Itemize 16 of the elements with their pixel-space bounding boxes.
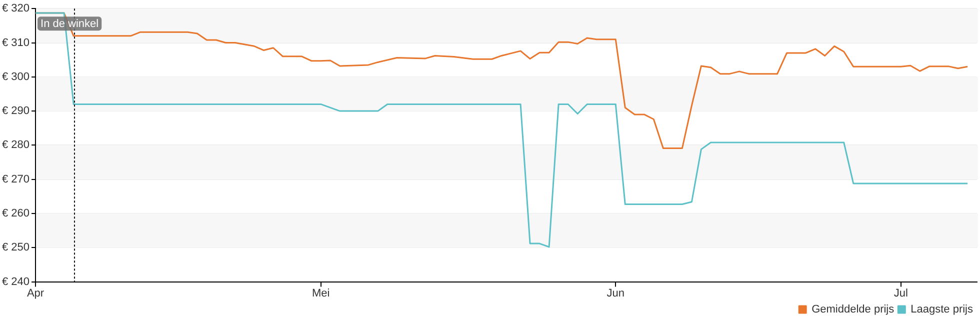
x-tick-label: Mei — [312, 287, 330, 300]
y-tick-label: € 290 — [2, 105, 30, 118]
x-tick-label: Jun — [606, 287, 624, 300]
y-tick-label: € 260 — [2, 208, 30, 220]
y-tick-label: € 310 — [2, 36, 30, 49]
y-tick-label: € 250 — [2, 242, 30, 254]
y-tick-label: € 300 — [2, 70, 30, 83]
x-tick-label: Apr — [26, 287, 44, 300]
y-tick-label: € 240 — [2, 276, 30, 288]
y-tick-label: € 270 — [2, 173, 30, 186]
legend-label: Gemiddelde prijs — [812, 304, 895, 316]
legend-label: Laagste prijs — [910, 304, 974, 316]
ref-line-label: In de winkel — [40, 18, 99, 30]
y-tick-label: € 320 — [2, 2, 30, 15]
x-tick-label: Jul — [894, 287, 908, 300]
y-tick-label: € 280 — [2, 139, 30, 152]
